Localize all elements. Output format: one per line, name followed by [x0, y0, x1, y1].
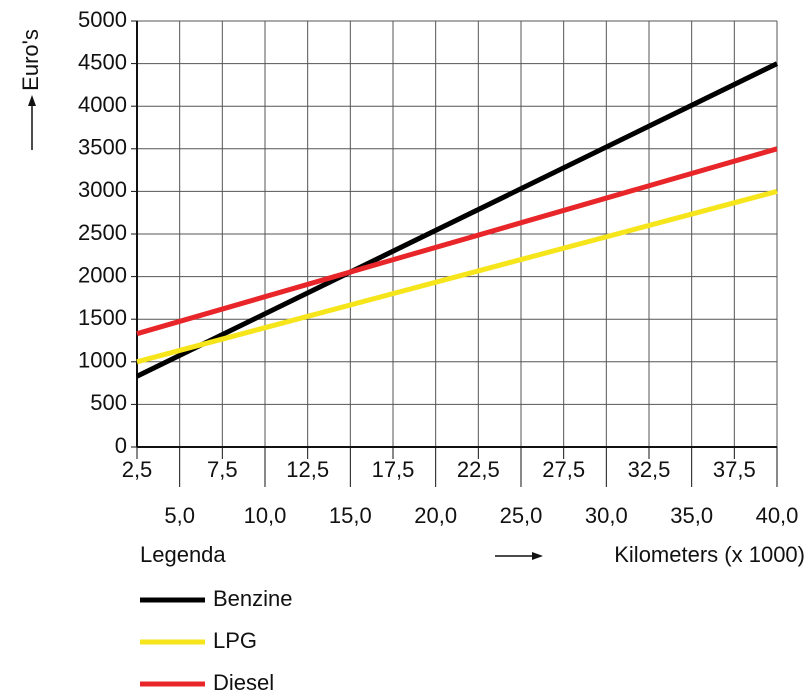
y-tick-label: 5000 — [78, 7, 127, 32]
x-arrow-head — [532, 552, 543, 560]
series-line — [136, 188, 778, 365]
x-tick-label: 30,0 — [585, 503, 628, 528]
x-tick-label: 2,5 — [122, 457, 153, 482]
legend-label: Diesel — [213, 670, 274, 695]
x-tick-label: 27,5 — [542, 457, 585, 482]
y-tick-label: 1500 — [78, 305, 127, 330]
x-tick-label: 22,5 — [457, 457, 500, 482]
x-tick-label: 15,0 — [329, 503, 372, 528]
x-axis-label: Kilometers (x 1000) — [495, 542, 805, 567]
x-tick-label: 7,5 — [207, 457, 238, 482]
x-tick-label: 35,0 — [670, 503, 713, 528]
x-tick-label: 10,0 — [244, 503, 287, 528]
y-arrow-head — [28, 95, 36, 106]
x-tick-label: 32,5 — [628, 457, 671, 482]
y-axis-label: Euro's — [18, 29, 43, 150]
series-line — [136, 146, 778, 337]
legend-label: LPG — [213, 628, 257, 653]
x-label: Kilometers (x 1000) — [614, 542, 805, 567]
y-tick-label: 2500 — [78, 220, 127, 245]
y-tick-label: 4500 — [78, 49, 127, 74]
y-tick-label: 1000 — [78, 348, 127, 373]
x-tick-label: 25,0 — [500, 503, 543, 528]
y-tick-label: 0 — [115, 433, 127, 458]
y-tick-label: 4000 — [78, 92, 127, 117]
y-tick-label: 3000 — [78, 177, 127, 202]
legend-title: Legenda — [140, 542, 226, 567]
x-tick-label: 20,0 — [414, 503, 457, 528]
x-tick-label: 5,0 — [164, 503, 195, 528]
legend-label: Benzine — [213, 586, 293, 611]
y-tick-label: 3500 — [78, 135, 127, 160]
y-tick-label: 500 — [90, 390, 127, 415]
y-label: Euro's — [18, 29, 43, 91]
y-tick-label: 2000 — [78, 262, 127, 287]
series-line — [135, 61, 779, 379]
x-tick-label: 12,5 — [286, 457, 329, 482]
x-tick-label: 37,5 — [713, 457, 756, 482]
x-tick-label: 40,0 — [756, 503, 799, 528]
x-tick-label: 17,5 — [372, 457, 415, 482]
